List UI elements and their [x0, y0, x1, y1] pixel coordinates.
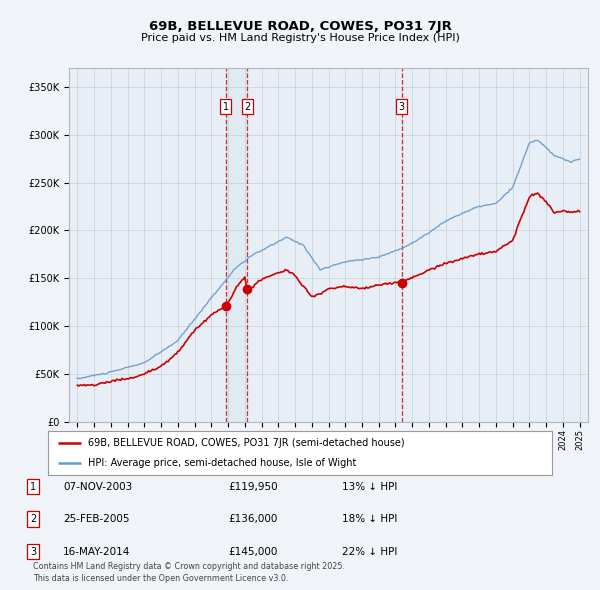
Bar	[226, 68, 247, 422]
Text: 69B, BELLEVUE ROAD, COWES, PO31 7JR: 69B, BELLEVUE ROAD, COWES, PO31 7JR	[149, 20, 451, 33]
Text: 3: 3	[398, 102, 405, 112]
Text: 1: 1	[223, 102, 229, 112]
Text: 2: 2	[244, 102, 250, 112]
Text: 25-FEB-2005: 25-FEB-2005	[63, 514, 130, 524]
Text: £145,000: £145,000	[228, 547, 277, 556]
Text: Price paid vs. HM Land Registry's House Price Index (HPI): Price paid vs. HM Land Registry's House …	[140, 34, 460, 43]
Text: 13% ↓ HPI: 13% ↓ HPI	[342, 482, 397, 491]
Text: £136,000: £136,000	[228, 514, 277, 524]
Text: HPI: Average price, semi-detached house, Isle of Wight: HPI: Average price, semi-detached house,…	[88, 458, 356, 467]
Text: 22% ↓ HPI: 22% ↓ HPI	[342, 547, 397, 556]
Text: 3: 3	[30, 547, 36, 556]
Text: 07-NOV-2003: 07-NOV-2003	[63, 482, 132, 491]
Bar	[401, 68, 403, 422]
Text: Contains HM Land Registry data © Crown copyright and database right 2025.
This d: Contains HM Land Registry data © Crown c…	[33, 562, 345, 583]
Text: 1: 1	[30, 482, 36, 491]
Text: £119,950: £119,950	[228, 482, 278, 491]
Text: 16-MAY-2014: 16-MAY-2014	[63, 547, 130, 556]
Text: 69B, BELLEVUE ROAD, COWES, PO31 7JR (semi-detached house): 69B, BELLEVUE ROAD, COWES, PO31 7JR (sem…	[88, 438, 405, 448]
Text: 18% ↓ HPI: 18% ↓ HPI	[342, 514, 397, 524]
Text: 2: 2	[30, 514, 36, 524]
